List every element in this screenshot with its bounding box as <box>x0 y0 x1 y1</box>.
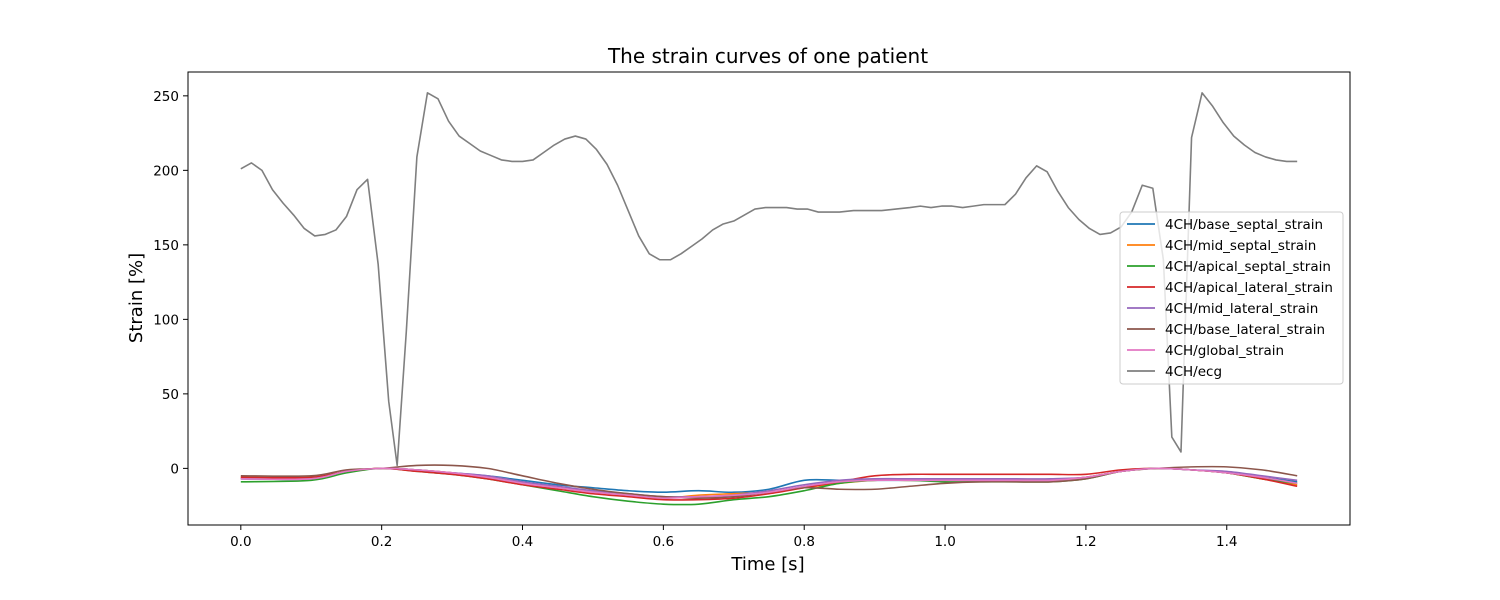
plot-frame <box>187 71 1351 526</box>
x-axis-label: Time [s] <box>730 554 804 575</box>
legend-label: 4CH/mid_septal_strain <box>1165 238 1316 254</box>
legend-label: 4CH/global_strain <box>1165 343 1284 359</box>
y-tick-label: 250 <box>153 89 179 105</box>
x-tick-label: 0.8 <box>793 534 814 550</box>
legend-label: 4CH/base_septal_strain <box>1165 217 1323 233</box>
x-tick-label: 0.4 <box>512 534 533 550</box>
legend-frame <box>1119 211 1344 385</box>
chart-title: The strain curves of one patient <box>607 44 928 68</box>
y-tick-label: 100 <box>153 312 179 328</box>
x-tick-label: 0.0 <box>230 534 251 550</box>
y-axis-label: Strain [%] <box>126 253 147 343</box>
legend-label: 4CH/ecg <box>1165 364 1222 380</box>
legend-label: 4CH/mid_lateral_strain <box>1165 301 1318 317</box>
x-tick-label: 1.4 <box>1216 534 1237 550</box>
x-tick-label: 0.6 <box>653 534 674 550</box>
series-line-7 <box>240 467 1298 500</box>
y-tick-label: 0 <box>170 461 179 477</box>
y-tick-label: 50 <box>162 387 179 403</box>
legend: 4CH/base_septal_strain 4CH/mid_septal_str… <box>1119 211 1344 385</box>
series-line-4 <box>240 467 1298 501</box>
legend-label: 4CH/base_lateral_strain <box>1165 322 1325 338</box>
y-tick-label: 200 <box>153 163 179 179</box>
legend-label: 4CH/apical_lateral_strain <box>1165 280 1333 296</box>
x-tick-label: 1.2 <box>1075 534 1096 550</box>
x-tick-label: 1.0 <box>934 534 955 550</box>
plot-area <box>240 92 1298 506</box>
legend-label: 4CH/apical_septal_strain <box>1165 259 1331 275</box>
y-axis-ticks: 0 50 100 150 200 250 <box>153 89 188 477</box>
series-layer <box>240 92 1298 506</box>
x-tick-label: 0.2 <box>371 534 392 550</box>
x-axis-ticks: 0.0 0.2 0.4 0.6 0.8 1.0 1.2 1.4 <box>230 525 1237 550</box>
y-tick-label: 150 <box>153 238 179 254</box>
